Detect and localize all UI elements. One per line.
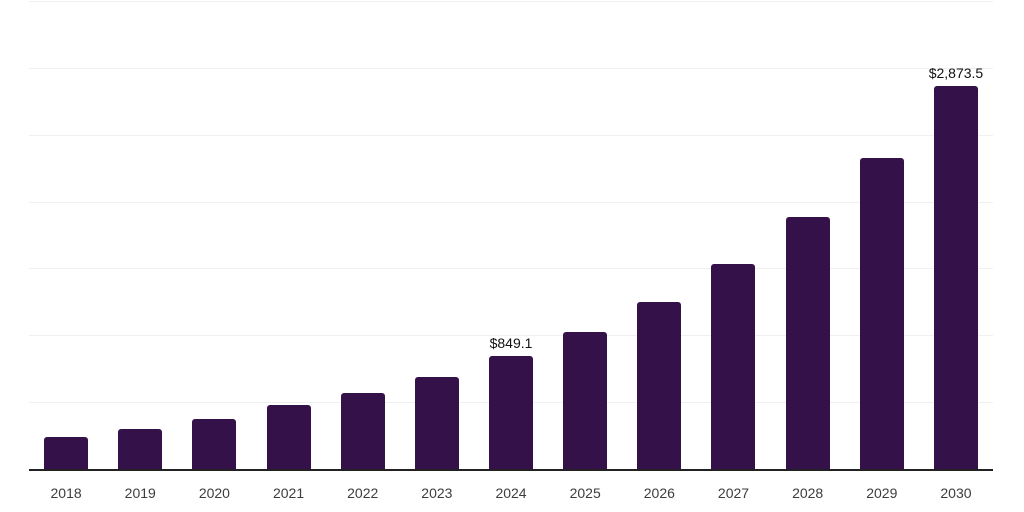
- x-tick-2029: 2029: [866, 485, 898, 501]
- bar-2020[interactable]: [192, 418, 237, 470]
- gridline-2000: [29, 201, 993, 203]
- x-tick-2020: 2020: [198, 485, 230, 501]
- x-tick-2023: 2023: [421, 485, 453, 501]
- bar-2026[interactable]: [637, 302, 682, 470]
- x-tick-2022: 2022: [347, 485, 379, 501]
- bar-2029[interactable]: [859, 158, 904, 470]
- bar-slot-2023: [400, 2, 474, 470]
- data-label-2030: $2,873.5: [928, 64, 984, 81]
- bars-container: $849.1 $2,873.5: [29, 2, 993, 470]
- bar-slot-2028: [771, 2, 845, 470]
- bar-slot-2026: [622, 2, 696, 470]
- gridline-1500: [29, 268, 993, 270]
- x-tick-2025: 2025: [569, 485, 601, 501]
- bar-slot-2029: [845, 2, 919, 470]
- x-axis-line: [29, 469, 993, 471]
- bar-2025[interactable]: [563, 331, 608, 470]
- bar-slot-2019: [103, 2, 177, 470]
- bar-2027[interactable]: [711, 263, 756, 470]
- bar-slot-2030: $2,873.5: [919, 2, 993, 470]
- bar-slot-2027: [696, 2, 770, 470]
- gridline-3000: [29, 67, 993, 69]
- x-tick-2018: 2018: [50, 485, 82, 501]
- bar-2024[interactable]: [489, 356, 534, 470]
- gridline-2500: [29, 134, 993, 136]
- x-axis-labels: 2018 2019 2020 2021 2022 2023 2024 2025 2026 2027…: [29, 485, 993, 501]
- bar-slot-2021: [251, 2, 325, 470]
- bar-2018[interactable]: [44, 436, 89, 470]
- x-tick-2019: 2019: [124, 485, 156, 501]
- bar-slot-2024: $849.1: [474, 2, 548, 470]
- bar-2023[interactable]: [414, 376, 459, 470]
- bar-2028[interactable]: [785, 217, 830, 470]
- x-tick-2028: 2028: [792, 485, 824, 501]
- x-tick-2021: 2021: [272, 485, 305, 501]
- bar-2021[interactable]: [266, 404, 311, 470]
- data-label-2024: $849.1: [489, 335, 533, 352]
- gridline-3500: [29, 1, 993, 2]
- bar-2022[interactable]: [340, 392, 385, 470]
- bar-slot-2018: [29, 2, 103, 470]
- x-tick-2027: 2027: [717, 485, 750, 501]
- plot-area: $849.1 $2,873.5: [29, 1, 993, 471]
- bar-slot-2025: [548, 2, 622, 470]
- x-tick-2026: 2026: [643, 485, 675, 501]
- x-tick-2024: 2024: [495, 485, 527, 501]
- gridline-1000: [29, 335, 993, 337]
- bar-slot-2020: [177, 2, 251, 470]
- bar-2030[interactable]: [933, 85, 978, 470]
- bar-slot-2022: [326, 2, 400, 470]
- bar-2019[interactable]: [118, 428, 163, 470]
- x-tick-2030: 2030: [940, 485, 972, 501]
